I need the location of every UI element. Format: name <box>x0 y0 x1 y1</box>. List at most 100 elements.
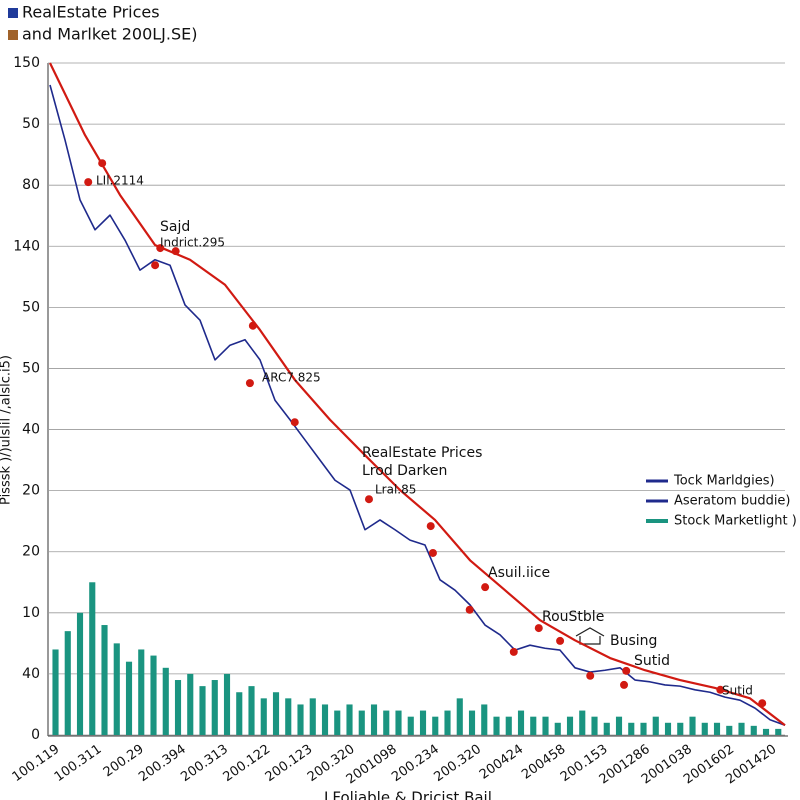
annotation: Busing <box>610 633 657 649</box>
bar <box>444 710 451 735</box>
bar <box>677 722 684 735</box>
point <box>151 261 160 270</box>
annotation: Sutid <box>634 653 670 669</box>
bar <box>223 673 231 735</box>
bar <box>199 686 206 735</box>
bar <box>187 673 194 735</box>
bar <box>762 728 770 735</box>
legend-label: Tock Marldgies) <box>673 474 775 489</box>
point <box>758 699 767 708</box>
bar <box>76 612 84 735</box>
annotation-icon <box>575 627 605 645</box>
bar <box>493 716 500 735</box>
bar <box>150 655 157 735</box>
annotation: Asuil.iice <box>488 565 550 581</box>
bar <box>358 710 365 735</box>
point <box>534 624 543 633</box>
line-series <box>49 84 786 726</box>
point <box>245 379 254 388</box>
x-tick-label: 200.123 <box>263 742 316 785</box>
bar <box>321 704 329 735</box>
bar <box>713 722 721 735</box>
bar <box>162 667 169 735</box>
bar <box>272 692 280 735</box>
bar <box>726 725 733 735</box>
x-tick-label: 200.394 <box>136 742 189 785</box>
x-tick-label: 200.320 <box>431 742 484 785</box>
point <box>290 418 299 427</box>
bar <box>370 704 378 735</box>
point <box>556 636 565 645</box>
point <box>716 685 725 694</box>
bar <box>297 704 304 735</box>
bar <box>579 710 586 735</box>
bar <box>652 716 659 735</box>
point <box>98 159 107 168</box>
point <box>509 647 518 656</box>
bar <box>260 698 267 735</box>
bar <box>138 649 145 735</box>
bar <box>113 643 120 735</box>
bar <box>248 686 255 735</box>
x-tick-label: 100.311 <box>52 742 105 785</box>
bar <box>468 710 476 735</box>
annotation: Lrod Darken <box>362 463 447 479</box>
bar <box>591 716 598 735</box>
grid <box>48 62 785 736</box>
bar <box>285 698 292 735</box>
legend-swatch <box>646 519 668 523</box>
bar <box>603 722 610 735</box>
bar <box>542 716 549 735</box>
x-tick-label: 200.313 <box>178 742 231 785</box>
bar <box>407 716 414 735</box>
y-tick-label: 40 <box>22 666 40 682</box>
bar <box>738 722 745 735</box>
bar <box>481 704 488 735</box>
annotation: Lral.85 <box>375 483 416 497</box>
legend-swatch <box>8 30 18 40</box>
x-tick-label: 100.119 <box>10 742 63 785</box>
bar <box>530 716 537 735</box>
legend-label: Stock Marketlight ) <box>674 514 797 529</box>
y-tick-label: 10 <box>22 605 40 621</box>
y-tick-label: 40 <box>22 422 40 438</box>
bar <box>554 722 561 735</box>
bar <box>456 698 463 735</box>
line-series <box>49 62 786 727</box>
bar <box>89 582 96 735</box>
bar <box>664 722 672 735</box>
bar <box>775 728 782 735</box>
legend-swatch <box>8 8 18 18</box>
y-tick-label: 20 <box>22 483 40 499</box>
x-tick-label: 200.234 <box>389 742 442 785</box>
y-tick-label: 50 <box>22 299 40 315</box>
point <box>171 247 180 256</box>
point <box>248 321 257 330</box>
point <box>622 666 631 675</box>
bar <box>505 716 512 735</box>
bar <box>517 710 525 735</box>
bar <box>640 722 647 735</box>
point <box>84 178 93 187</box>
legend-label: RealEstate Prices <box>22 3 160 22</box>
bar <box>334 710 341 735</box>
y-tick-label: 20 <box>22 544 40 560</box>
y-tick-label: 80 <box>22 177 40 193</box>
legend-label: Aseratom buddie) <box>674 494 791 509</box>
bar <box>701 722 708 735</box>
bar <box>346 704 353 735</box>
point <box>465 605 474 614</box>
y-tick-label: 0 <box>31 727 40 743</box>
point <box>481 583 490 592</box>
point <box>156 244 165 253</box>
y-tick-label: 50 <box>22 360 40 376</box>
bar <box>383 710 390 735</box>
bar <box>615 716 623 735</box>
annotation: ARC7.825 <box>262 371 321 385</box>
bar <box>125 661 133 735</box>
annotation: RouStble <box>542 609 604 625</box>
point <box>586 671 595 680</box>
bar <box>174 680 182 735</box>
y-tick-label: 150 <box>13 55 40 71</box>
bar <box>566 716 574 735</box>
